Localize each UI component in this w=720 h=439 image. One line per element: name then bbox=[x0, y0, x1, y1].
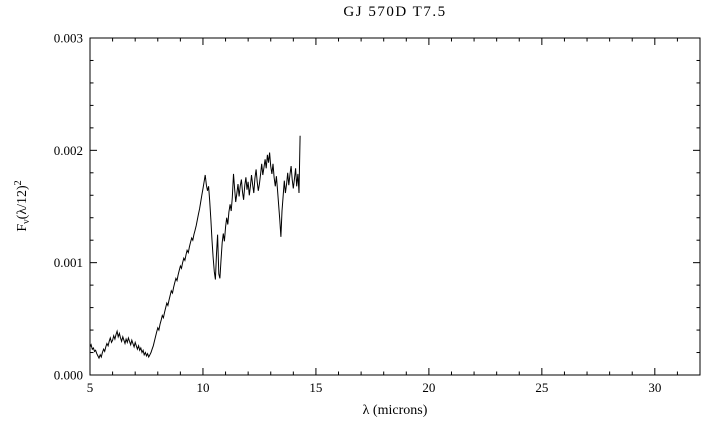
x-axis-label: λ (microns) bbox=[363, 403, 428, 418]
x-tick-label: 25 bbox=[535, 380, 548, 395]
x-tick-label: 15 bbox=[309, 380, 322, 395]
y-tick-label: 0.000 bbox=[54, 368, 83, 383]
y-axis-label-mid: (λ/12) bbox=[15, 185, 30, 219]
x-tick-label: 10 bbox=[196, 380, 209, 395]
y-tick-label: 0.002 bbox=[54, 143, 83, 158]
axes-frame bbox=[89, 37, 701, 376]
y-axis-label-superscript: 2 bbox=[13, 180, 24, 185]
spectrum-line bbox=[89, 135, 301, 360]
y-axis-label-base: F bbox=[15, 224, 30, 232]
y-axis-label: Fν(λ/12)2 bbox=[13, 180, 32, 231]
chart-title: GJ 570D T7.5 bbox=[343, 4, 446, 20]
plot-area: 5 10 15 20 25 30 0.000 0.001 0.002 0.003 bbox=[54, 31, 701, 395]
y-tick-label: 0.003 bbox=[54, 31, 83, 46]
y-axis-label-subscript: ν bbox=[21, 219, 32, 224]
x-tick-label: 5 bbox=[87, 380, 94, 395]
x-tick-label: 30 bbox=[648, 380, 661, 395]
y-tick-label: 0.001 bbox=[54, 255, 83, 270]
x-tick-label: 20 bbox=[422, 380, 435, 395]
